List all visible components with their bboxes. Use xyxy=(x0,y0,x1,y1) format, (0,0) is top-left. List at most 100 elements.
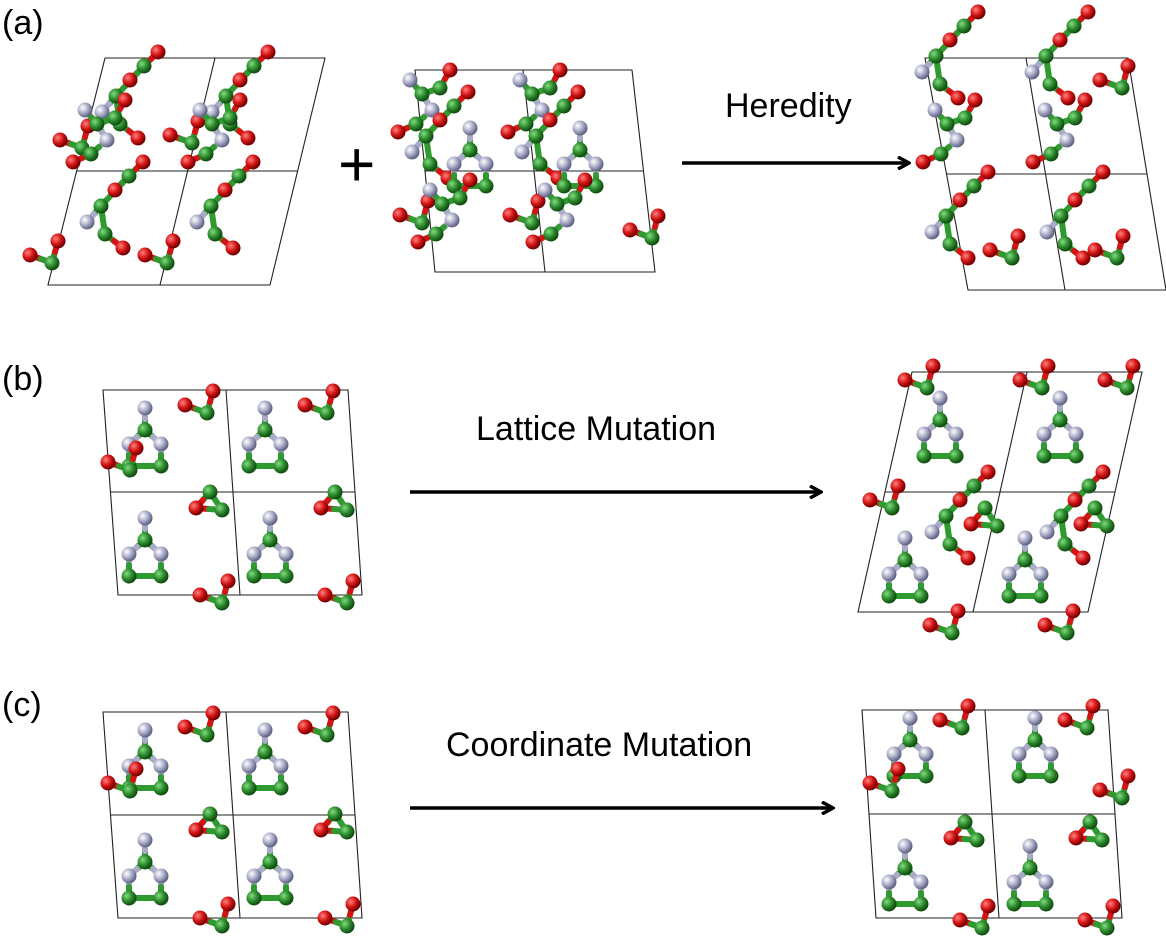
red-atom xyxy=(128,761,144,777)
grey-atom xyxy=(121,546,137,562)
red-atom xyxy=(100,454,116,470)
red-atom xyxy=(313,500,329,516)
grey-atom xyxy=(924,224,940,240)
red-atom xyxy=(862,775,878,791)
red-atom xyxy=(502,207,518,223)
red-atom xyxy=(1010,228,1026,244)
red-atom xyxy=(22,247,38,263)
green-atom xyxy=(339,824,355,840)
grey-atom xyxy=(1059,132,1075,148)
green-atom xyxy=(422,156,438,172)
green-atom xyxy=(1057,536,1073,552)
green-atom xyxy=(231,168,247,184)
red-atom xyxy=(313,822,329,838)
green-atom xyxy=(137,744,153,760)
operation-label-heredity: Heredity xyxy=(725,87,852,125)
grey-atom xyxy=(214,132,230,148)
red-atom xyxy=(100,775,116,791)
green-atom xyxy=(1119,380,1135,396)
green-atom xyxy=(199,405,215,421)
green-atom xyxy=(414,86,430,102)
red-atom xyxy=(1065,603,1081,619)
red-atom xyxy=(1025,154,1041,170)
red-atom xyxy=(345,573,361,589)
grey-atom xyxy=(153,758,169,774)
green-atom xyxy=(198,146,214,162)
green-atom xyxy=(204,116,220,132)
green-atom xyxy=(524,215,540,231)
parent-structure-c xyxy=(100,705,363,934)
panel-b: (b) Lattice Mutation xyxy=(2,358,1143,641)
unit-cell xyxy=(857,371,1143,613)
green-atom xyxy=(122,462,138,478)
green-atom xyxy=(1053,208,1069,224)
grey-atom xyxy=(137,510,153,526)
red-atom xyxy=(442,62,458,78)
green-atom xyxy=(1006,896,1022,912)
panel-label-a: (a) xyxy=(2,4,44,42)
green-atom xyxy=(214,502,230,518)
green-atom xyxy=(203,198,219,214)
red-atom xyxy=(390,124,406,140)
grey-atom xyxy=(1039,224,1055,240)
red-atom xyxy=(1087,242,1103,258)
parent-structure-b xyxy=(100,383,363,611)
green-atom xyxy=(572,142,588,158)
red-atom xyxy=(552,62,568,78)
red-atom xyxy=(117,92,133,108)
green-atom xyxy=(989,518,1005,534)
grey-atom xyxy=(424,102,440,118)
green-atom xyxy=(542,80,558,96)
red-atom xyxy=(1120,58,1136,74)
red-atom xyxy=(1067,492,1083,508)
green-atom xyxy=(881,896,897,912)
green-atom xyxy=(1001,588,1017,604)
green-atom xyxy=(567,190,583,206)
green-atom xyxy=(948,448,964,464)
panel-a: (a) + Heredity xyxy=(2,4,1166,291)
green-atom xyxy=(452,190,468,206)
grey-atom xyxy=(1027,710,1043,726)
green-atom xyxy=(1094,832,1110,848)
grey-atom xyxy=(137,722,153,738)
unit-cell xyxy=(861,709,1123,919)
grey-atom xyxy=(278,546,294,562)
green-atom xyxy=(957,814,973,830)
green-atom xyxy=(137,854,153,870)
green-atom xyxy=(969,832,985,848)
grey-atom xyxy=(153,436,169,452)
red-atom xyxy=(52,132,68,148)
red-atom xyxy=(432,112,448,128)
green-atom xyxy=(159,255,175,271)
red-atom xyxy=(952,492,968,508)
child-structure-heredity xyxy=(914,4,1166,291)
red-atom xyxy=(217,182,233,198)
green-atom xyxy=(278,568,294,584)
green-atom xyxy=(1027,732,1043,748)
red-atom xyxy=(1075,250,1091,266)
red-atom xyxy=(942,32,958,48)
child-structure-coordinate-mutation xyxy=(861,698,1136,936)
green-atom xyxy=(1053,508,1069,524)
green-atom xyxy=(214,824,230,840)
red-atom xyxy=(525,234,541,250)
red-atom xyxy=(1092,72,1108,88)
red-atom xyxy=(1115,228,1131,244)
grey-atom xyxy=(897,530,913,546)
green-atom xyxy=(241,780,257,796)
grey-atom xyxy=(94,104,110,120)
grey-atom xyxy=(588,156,604,172)
red-atom xyxy=(967,92,983,108)
green-atom xyxy=(446,178,462,194)
grey-atom xyxy=(153,868,169,884)
red-atom xyxy=(890,761,906,777)
green-atom xyxy=(262,854,278,870)
green-atom xyxy=(1043,768,1059,784)
red-atom xyxy=(952,192,968,208)
parent-structure-1 xyxy=(22,44,326,286)
red-atom xyxy=(542,112,558,128)
grey-atom xyxy=(99,132,115,148)
grey-atom xyxy=(913,566,929,582)
green-atom xyxy=(137,532,153,548)
